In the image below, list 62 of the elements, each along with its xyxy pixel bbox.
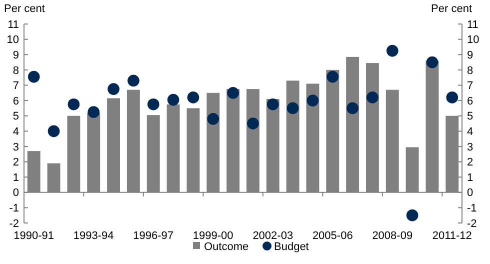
y2-tick-label: -2 bbox=[467, 218, 477, 230]
y2-tick-label: 3 bbox=[467, 141, 474, 154]
y2-tick-label: 1 bbox=[467, 172, 474, 184]
x-tick-label: 2011-12 bbox=[432, 230, 472, 242]
point bbox=[366, 92, 378, 104]
y2-tick-label: 11 bbox=[467, 18, 478, 31]
x-tick-label: 2005-06 bbox=[312, 230, 353, 242]
y2-tick-label: 4 bbox=[467, 126, 474, 138]
y-tick-label: 1 bbox=[12, 172, 19, 184]
point bbox=[426, 56, 438, 68]
y-tick-label: 10 bbox=[6, 34, 19, 46]
point bbox=[48, 125, 60, 138]
y-tick-label: 3 bbox=[12, 141, 19, 154]
point bbox=[28, 70, 40, 83]
y-tick-label: 5 bbox=[12, 110, 19, 123]
y-tick-label: 4 bbox=[12, 126, 19, 138]
point bbox=[386, 44, 398, 57]
point bbox=[187, 92, 200, 104]
y2-tick-label: 2 bbox=[467, 156, 474, 169]
point bbox=[128, 74, 140, 87]
point bbox=[406, 209, 418, 222]
x-tick-label: 1993-94 bbox=[73, 230, 114, 242]
point bbox=[346, 102, 358, 114]
x-tick-label: 1996-97 bbox=[133, 230, 174, 242]
y2-axis-title: Per cent bbox=[431, 3, 472, 15]
point bbox=[266, 98, 279, 110]
point bbox=[88, 106, 100, 118]
point bbox=[446, 92, 458, 104]
y-tick-label: 2 bbox=[12, 156, 19, 169]
y-tick-label: 7 bbox=[12, 80, 19, 92]
y2-tick-label: 0 bbox=[467, 187, 474, 200]
y2-tick-label: -1 bbox=[467, 202, 477, 215]
y-axis-title: Per cent bbox=[4, 3, 45, 15]
point bbox=[108, 83, 120, 95]
point bbox=[247, 118, 259, 130]
point bbox=[227, 86, 239, 99]
point bbox=[306, 94, 319, 106]
point bbox=[207, 113, 220, 125]
y-tick-label: 8 bbox=[12, 64, 19, 77]
x-tick-label: 1990-91 bbox=[14, 230, 54, 242]
point bbox=[326, 70, 339, 83]
y2-tick-label: 5 bbox=[467, 110, 474, 123]
point bbox=[167, 94, 180, 106]
legend-label: Budget bbox=[274, 240, 309, 253]
y2-tick-label: 8 bbox=[467, 64, 474, 77]
y2-tick-label: 6 bbox=[467, 95, 474, 108]
y2-tick-label: 10 bbox=[467, 34, 480, 46]
x-tick-label: 2008-09 bbox=[372, 230, 413, 242]
y-tick-label: -2 bbox=[9, 218, 19, 230]
y2-tick-label: 9 bbox=[467, 49, 474, 62]
y2-tick-label: 7 bbox=[467, 80, 474, 92]
point bbox=[147, 98, 160, 110]
y-tick-label: 0 bbox=[12, 187, 19, 200]
y-tick-label: 6 bbox=[12, 95, 19, 108]
point bbox=[286, 102, 299, 114]
point bbox=[68, 98, 80, 110]
legend-label: Outcome bbox=[204, 240, 249, 253]
y-tick-label: 11 bbox=[8, 18, 19, 31]
y-tick-label: 9 bbox=[12, 49, 19, 62]
x-tick-label: 1999-00 bbox=[192, 230, 234, 242]
x-tick-label: 2002-03 bbox=[252, 230, 294, 242]
y-tick-label: -1 bbox=[9, 202, 19, 215]
